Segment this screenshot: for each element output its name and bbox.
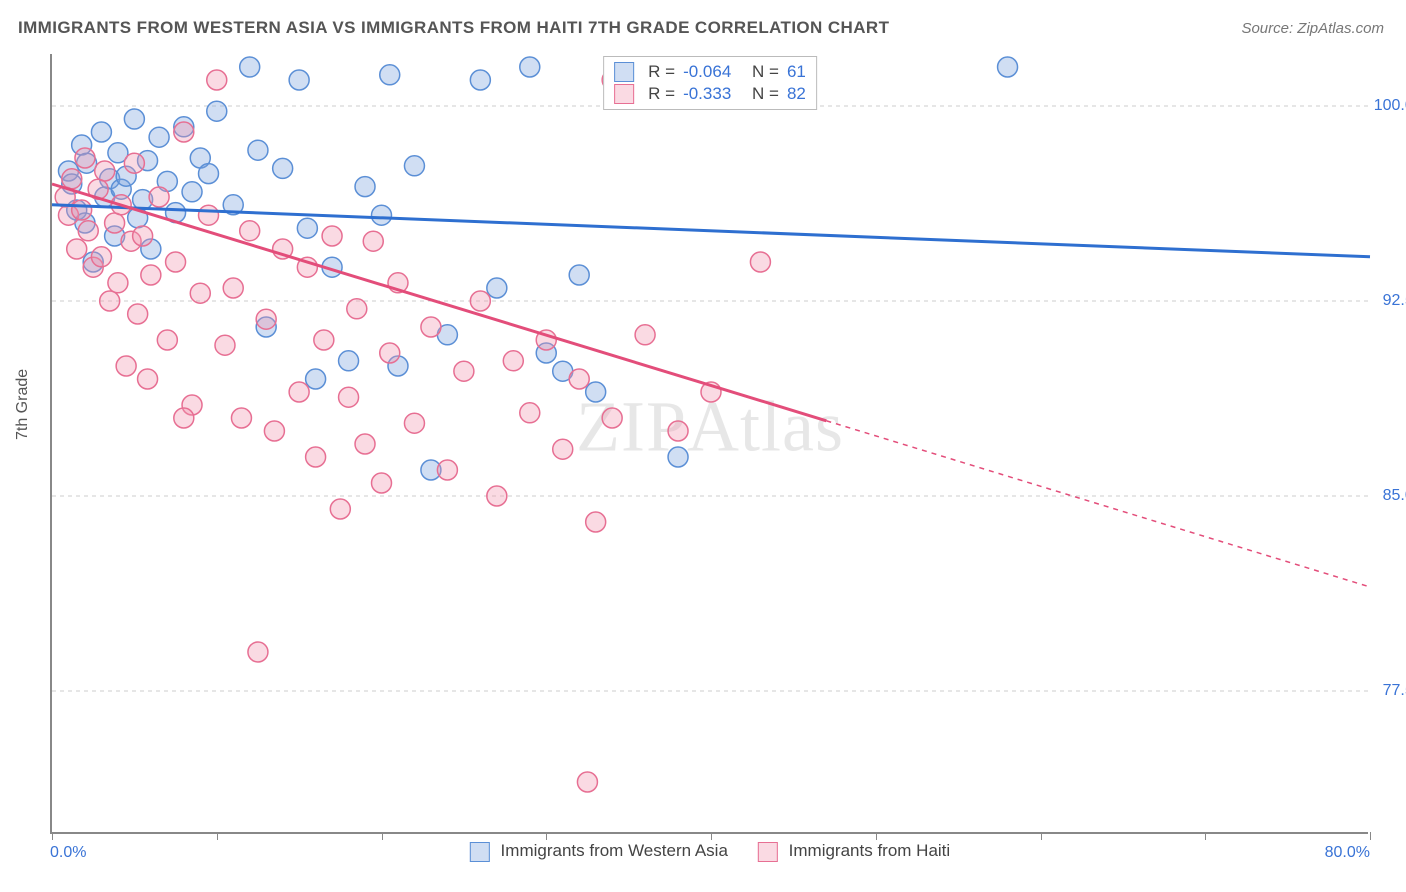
x-tick-mark	[711, 832, 712, 840]
swatch-pink	[758, 842, 778, 862]
y-tick-label: 100.0%	[1373, 97, 1406, 115]
y-tick-label: 85.0%	[1373, 487, 1406, 505]
r-value-0: -0.064	[683, 62, 731, 82]
n-label: N =	[752, 84, 779, 104]
bottom-legend: Immigrants from Western Asia Immigrants …	[470, 841, 950, 862]
y-tick-label: 77.5%	[1373, 682, 1406, 700]
plot-area: ZIPAtlas 77.5%85.0%92.5%100.0% 0.0% 80.0…	[50, 54, 1368, 834]
n-label: N =	[752, 62, 779, 82]
y-tick-label: 92.5%	[1373, 292, 1406, 310]
x-tick-mark	[217, 832, 218, 840]
chart-title: IMMIGRANTS FROM WESTERN ASIA VS IMMIGRAN…	[18, 18, 889, 38]
n-value-0: 61	[787, 62, 806, 82]
y-axis-label: 7th Grade	[14, 369, 32, 440]
x-tick-mark	[382, 832, 383, 840]
x-tick-mark	[52, 832, 53, 840]
chart-svg	[52, 54, 1368, 832]
swatch-blue-icon	[614, 62, 634, 82]
swatch-blue	[470, 842, 490, 862]
n-value-1: 82	[787, 84, 806, 104]
swatch-pink-icon	[614, 84, 634, 104]
x-min-label: 0.0%	[50, 844, 86, 862]
x-tick-mark	[876, 832, 877, 840]
x-tick-mark	[1041, 832, 1042, 840]
top-legend-row-1: R = -0.333 N = 82	[614, 83, 806, 105]
r-label: R =	[648, 84, 675, 104]
source-label: Source: ZipAtlas.com	[1241, 20, 1384, 37]
x-max-label: 80.0%	[1325, 844, 1370, 862]
legend-item-haiti: Immigrants from Haiti	[758, 841, 950, 862]
legend-item-western-asia: Immigrants from Western Asia	[470, 841, 728, 862]
r-value-1: -0.333	[683, 84, 731, 104]
x-tick-mark	[1205, 832, 1206, 840]
top-legend-row-0: R = -0.064 N = 61	[614, 61, 806, 83]
legend-label-0: Immigrants from Western Asia	[501, 841, 728, 860]
legend-label-1: Immigrants from Haiti	[789, 841, 951, 860]
top-legend: R = -0.064 N = 61 R = -0.333 N = 82	[603, 56, 817, 110]
x-tick-mark	[1370, 832, 1371, 840]
x-tick-mark	[546, 832, 547, 840]
r-label: R =	[648, 62, 675, 82]
